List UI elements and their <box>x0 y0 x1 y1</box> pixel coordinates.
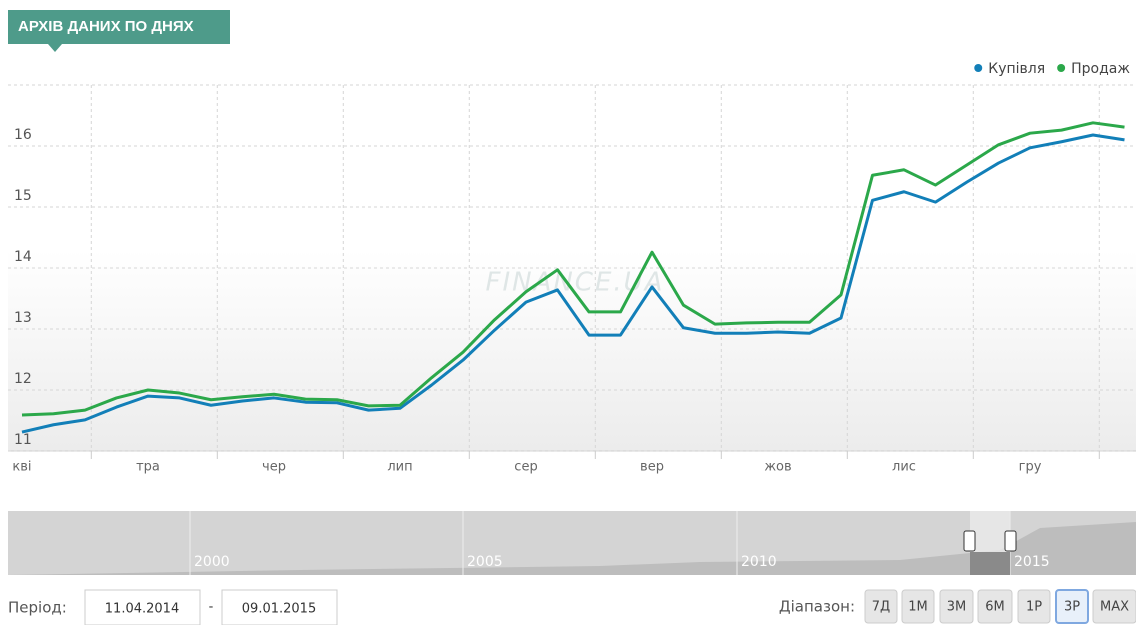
range-buttons: 7Д 1М 3М 6М 1Р 3Р MAX <box>864 589 1136 624</box>
range-button[interactable] <box>977 589 1013 624</box>
y-tick-label: 12 <box>14 371 32 387</box>
navigator-window-area <box>970 552 1010 575</box>
range-label: Діапазон: <box>779 598 855 616</box>
navigator-labels: 2000 2005 2010 2015 <box>194 554 1050 570</box>
range-button-label: 3М <box>947 600 967 615</box>
range-button[interactable] <box>901 589 935 624</box>
date-to[interactable] <box>221 589 338 625</box>
range-button-label: 7Д <box>872 600 890 615</box>
series-line <box>21 133 1125 434</box>
range-button-label: MAX <box>1100 600 1129 615</box>
x-tick-label: вер <box>640 460 664 475</box>
range-button-label: 6М <box>985 600 1005 615</box>
navigator-label: 2000 <box>194 554 230 570</box>
header-title: АРХІВ ДАНИХ ПО ДНЯХ <box>18 18 194 35</box>
navigator-label: 2005 <box>467 554 503 570</box>
navigator-area <box>8 522 1136 575</box>
x-tick-label: сер <box>514 460 537 475</box>
y-tick-label: 16 <box>14 127 32 143</box>
x-tick-label: кві <box>12 460 31 475</box>
x-tick-label: жов <box>764 460 791 475</box>
legend-label: Купівля <box>988 61 1045 77</box>
x-tick-label: гру <box>1019 460 1042 475</box>
navigator-handle[interactable] <box>1004 530 1017 552</box>
header-pointer <box>48 44 62 52</box>
range-button-label: 1М <box>908 600 928 615</box>
range-button-label: 1Р <box>1026 600 1042 615</box>
navigator-label: 2010 <box>741 554 777 570</box>
date-separator: - <box>209 600 214 615</box>
date-to-text: 09.01.2015 <box>242 602 316 617</box>
date-from-text: 11.04.2014 <box>105 602 179 617</box>
y-tick-label: 13 <box>14 310 32 326</box>
legend-label: Продаж <box>1071 61 1130 77</box>
y-tick-label: 15 <box>14 188 32 204</box>
date-from[interactable] <box>84 589 201 625</box>
x-tick-label: лис <box>892 460 916 475</box>
legend-marker <box>974 64 983 72</box>
y-tick-label: 11 <box>14 432 32 448</box>
period-label: Період: <box>8 599 67 617</box>
header-tab <box>8 10 230 44</box>
chart: 11 12 13 14 15 16 кві тра чер лип сер вер жов лис гру П… <box>8 61 1136 475</box>
range-button[interactable] <box>1017 589 1051 624</box>
navigator-label: 2015 <box>1014 554 1050 570</box>
y-tick-label: 14 <box>14 249 32 265</box>
range-button[interactable] <box>939 589 974 624</box>
range-button-label: 3Р <box>1064 600 1080 615</box>
range-button[interactable] <box>1092 589 1136 624</box>
range-button[interactable] <box>864 589 898 624</box>
x-tick-label: лип <box>387 460 412 475</box>
navigator-handle[interactable] <box>963 530 976 552</box>
x-tick-label: чер <box>262 460 286 475</box>
range-button[interactable] <box>1055 589 1089 624</box>
series-line <box>21 121 1125 417</box>
x-tick-label: тра <box>136 460 160 475</box>
legend-marker <box>1057 64 1066 72</box>
